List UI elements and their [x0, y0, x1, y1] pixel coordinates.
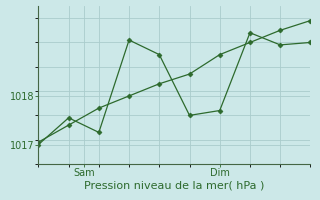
X-axis label: Pression niveau de la mer( hPa ): Pression niveau de la mer( hPa ): [84, 181, 265, 191]
